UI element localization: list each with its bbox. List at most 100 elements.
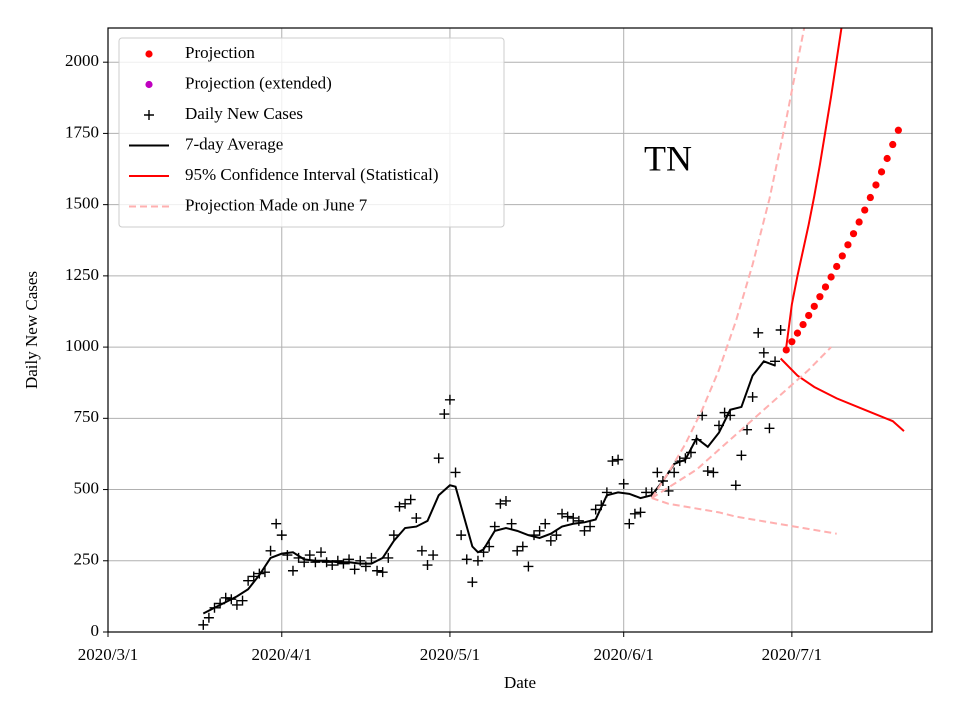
series-line (202, 360, 776, 615)
projection-dot (889, 140, 897, 149)
y-tick-label: 1000 (65, 336, 99, 355)
projection-dot (883, 154, 891, 163)
case-marker (265, 545, 276, 556)
case-marker (764, 423, 775, 434)
case-marker (400, 498, 411, 509)
legend-swatch (145, 80, 153, 89)
case-marker (422, 560, 433, 571)
x-axis-label: Date (504, 673, 536, 692)
case-marker (416, 545, 427, 556)
projection-dot (833, 262, 841, 271)
projection-dot (849, 230, 858, 238)
case-marker (697, 410, 708, 421)
legend-label: Projection (extended) (185, 73, 332, 92)
legend-label: Projection Made on June 7 (185, 195, 368, 214)
y-tick-label: 500 (74, 478, 100, 497)
case-marker (562, 511, 573, 522)
case-marker (579, 525, 590, 536)
series-line (785, 28, 843, 348)
case-marker (243, 575, 254, 586)
legend-label: Projection (185, 43, 255, 62)
case-marker (702, 466, 713, 477)
case-marker (198, 619, 209, 630)
case-marker (557, 508, 568, 519)
case-marker (394, 501, 405, 512)
x-tick-label: 2020/4/1 (252, 645, 312, 664)
projection-dot (838, 252, 846, 260)
case-marker (467, 577, 478, 588)
projection-dot (816, 293, 824, 301)
case-marker (669, 467, 680, 478)
case-marker (629, 508, 640, 519)
case-marker (534, 525, 545, 536)
legend-label: 95% Confidence Interval (Statistical) (185, 165, 439, 184)
series-line (779, 357, 905, 432)
case-marker (444, 394, 455, 405)
x-tick-label: 2020/3/1 (78, 645, 138, 664)
case-marker (439, 409, 450, 420)
axes-frame (107, 27, 933, 633)
x-tick-label: 2020/5/1 (420, 645, 480, 664)
projection-dot (782, 346, 790, 354)
legend: Projection Projection (extended) Daily New… (118, 37, 505, 228)
case-marker (635, 507, 646, 518)
case-marker (433, 453, 444, 464)
y-axis-label: Daily New Cases (22, 271, 41, 389)
case-marker (461, 554, 472, 565)
projection-dot (799, 320, 807, 329)
case-marker (730, 480, 741, 491)
case-marker (758, 347, 769, 358)
y-tick-label: 250 (74, 550, 100, 569)
case-marker (428, 550, 439, 561)
projection-dot (855, 218, 863, 226)
series-line (651, 346, 832, 499)
case-marker (618, 478, 629, 489)
case-marker (590, 504, 601, 515)
legend-label: Daily New Cases (185, 104, 303, 123)
case-marker (349, 564, 360, 575)
case-marker (405, 494, 416, 505)
legend-swatch (144, 110, 154, 120)
case-marker (338, 558, 349, 569)
case-marker (747, 391, 758, 402)
case-marker (523, 561, 534, 572)
projection-dot (877, 168, 886, 176)
projection-dot (866, 193, 874, 202)
case-marker (585, 521, 596, 532)
case-marker (512, 545, 523, 556)
case-marker (652, 467, 663, 478)
case-marker (456, 530, 467, 541)
case-marker (736, 450, 747, 461)
case-marker (316, 547, 327, 558)
case-marker (500, 495, 511, 506)
projection-dot (805, 311, 813, 320)
case-marker (472, 555, 483, 566)
case-marker (411, 513, 422, 524)
case-marker (310, 557, 321, 568)
case-marker (237, 595, 248, 606)
projection-dot (861, 206, 869, 214)
y-tick-label: 2000 (65, 51, 99, 70)
case-marker (203, 612, 214, 623)
projection-dot (844, 241, 852, 249)
case-marker (775, 325, 786, 335)
case-marker (304, 550, 315, 561)
case-marker (231, 599, 242, 610)
case-marker (568, 513, 579, 524)
y-tick-label: 750 (74, 407, 100, 426)
projection-dot (793, 329, 802, 337)
y-tick-label: 1250 (65, 265, 99, 284)
legend-swatch (145, 50, 153, 58)
projection-dot (894, 126, 902, 134)
projection-dot (872, 181, 880, 189)
ticks: 0 250 500 750 1000 1250 1500 1750 2000 2020/3/1 20… (65, 51, 822, 664)
annotation: TN (644, 138, 692, 178)
case-marker (545, 535, 556, 546)
case-marker (613, 454, 624, 465)
y-tick-label: 0 (91, 621, 100, 640)
case-marker (742, 424, 753, 435)
projection-dot (788, 338, 796, 346)
legend-label: 7-day Average (185, 134, 283, 153)
case-marker (276, 530, 287, 541)
y-tick-label: 1500 (65, 194, 99, 213)
